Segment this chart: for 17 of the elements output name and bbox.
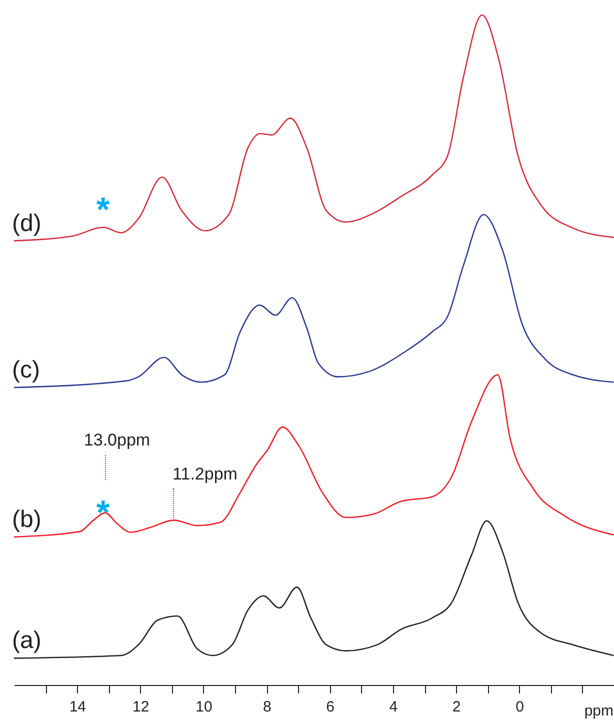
x-tick-label: 14 bbox=[69, 698, 86, 716]
x-tick-label: 10 bbox=[196, 698, 212, 716]
annotation: 11.2ppm bbox=[172, 464, 238, 484]
x-tick-label: 4 bbox=[389, 698, 398, 716]
annotation: * bbox=[96, 494, 110, 532]
x-tick-label: 12 bbox=[132, 698, 150, 716]
annotation: 13.0ppm bbox=[84, 430, 150, 450]
x-tick-label: 6 bbox=[326, 698, 334, 716]
x-axis-title: ppm bbox=[584, 702, 614, 720]
series-label: (d) bbox=[12, 210, 42, 237]
x-tick-label: 2 bbox=[452, 698, 461, 716]
series-label: (a) bbox=[12, 627, 42, 654]
x-tick-label: 0 bbox=[516, 698, 524, 716]
x-tick-label: 8 bbox=[262, 698, 272, 716]
series-label: (c) bbox=[12, 356, 40, 384]
series-label: (b) bbox=[12, 506, 42, 533]
annotation: * bbox=[96, 191, 110, 229]
